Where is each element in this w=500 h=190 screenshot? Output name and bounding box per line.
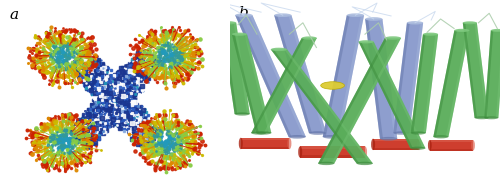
Polygon shape — [373, 139, 419, 141]
Polygon shape — [250, 15, 306, 137]
Polygon shape — [300, 146, 365, 149]
Polygon shape — [221, 23, 238, 114]
Polygon shape — [380, 19, 398, 139]
Ellipse shape — [417, 139, 421, 150]
Ellipse shape — [423, 33, 438, 36]
Polygon shape — [410, 34, 438, 133]
Ellipse shape — [256, 131, 272, 135]
Polygon shape — [244, 34, 272, 133]
Ellipse shape — [356, 162, 373, 165]
Polygon shape — [484, 30, 494, 118]
Polygon shape — [271, 49, 360, 163]
Polygon shape — [232, 34, 272, 133]
Polygon shape — [235, 15, 306, 137]
Polygon shape — [274, 15, 312, 133]
Polygon shape — [406, 23, 423, 133]
Text: a: a — [9, 8, 18, 22]
Polygon shape — [288, 15, 326, 133]
Polygon shape — [274, 15, 326, 133]
Ellipse shape — [363, 146, 367, 158]
Ellipse shape — [309, 131, 326, 135]
Ellipse shape — [371, 139, 375, 150]
Ellipse shape — [365, 17, 382, 21]
Ellipse shape — [288, 135, 306, 139]
Polygon shape — [241, 138, 290, 149]
Polygon shape — [322, 15, 350, 137]
Polygon shape — [264, 38, 317, 133]
Polygon shape — [430, 149, 473, 151]
Ellipse shape — [221, 21, 236, 24]
Ellipse shape — [288, 138, 292, 149]
Ellipse shape — [428, 140, 432, 151]
Polygon shape — [434, 30, 457, 137]
Text: b: b — [238, 6, 248, 20]
Polygon shape — [358, 42, 426, 148]
Polygon shape — [463, 23, 477, 118]
Ellipse shape — [271, 48, 287, 51]
Polygon shape — [463, 23, 488, 118]
Polygon shape — [251, 38, 317, 133]
Polygon shape — [337, 15, 364, 137]
Ellipse shape — [318, 162, 334, 165]
Polygon shape — [318, 38, 401, 163]
Ellipse shape — [454, 29, 469, 32]
Ellipse shape — [463, 21, 477, 24]
Polygon shape — [484, 30, 500, 118]
Ellipse shape — [471, 140, 475, 151]
Ellipse shape — [302, 36, 317, 40]
Ellipse shape — [380, 137, 398, 141]
Polygon shape — [430, 140, 473, 151]
Polygon shape — [234, 23, 250, 114]
Polygon shape — [358, 42, 413, 148]
Polygon shape — [423, 34, 438, 133]
Polygon shape — [241, 138, 290, 140]
Polygon shape — [373, 139, 419, 150]
Ellipse shape — [410, 147, 426, 150]
Polygon shape — [394, 23, 423, 133]
Polygon shape — [241, 147, 290, 149]
Ellipse shape — [251, 131, 266, 135]
Polygon shape — [322, 15, 364, 137]
Polygon shape — [373, 148, 419, 150]
Ellipse shape — [298, 146, 302, 158]
Polygon shape — [365, 19, 383, 139]
Ellipse shape — [410, 131, 426, 135]
Ellipse shape — [358, 40, 374, 43]
Polygon shape — [496, 30, 500, 118]
Polygon shape — [235, 15, 292, 137]
Polygon shape — [410, 34, 426, 133]
Ellipse shape — [385, 36, 401, 40]
Polygon shape — [332, 38, 401, 163]
Polygon shape — [365, 19, 398, 139]
Ellipse shape — [474, 116, 488, 119]
Polygon shape — [430, 140, 473, 142]
Polygon shape — [300, 146, 365, 158]
Ellipse shape — [320, 82, 344, 89]
Polygon shape — [371, 42, 426, 148]
Ellipse shape — [484, 116, 498, 119]
Ellipse shape — [347, 13, 364, 17]
Polygon shape — [394, 23, 410, 133]
Polygon shape — [446, 30, 469, 137]
Polygon shape — [221, 23, 250, 114]
Ellipse shape — [235, 13, 252, 17]
Polygon shape — [271, 49, 373, 163]
Polygon shape — [284, 49, 373, 163]
Ellipse shape — [434, 135, 448, 138]
Polygon shape — [318, 38, 388, 163]
Ellipse shape — [232, 33, 247, 36]
Polygon shape — [434, 30, 470, 137]
Ellipse shape — [234, 112, 250, 116]
Ellipse shape — [491, 29, 500, 32]
Ellipse shape — [239, 138, 243, 149]
Ellipse shape — [322, 135, 340, 139]
Polygon shape — [300, 155, 365, 158]
Polygon shape — [474, 23, 488, 118]
Ellipse shape — [407, 21, 423, 25]
Polygon shape — [251, 38, 304, 133]
Ellipse shape — [274, 13, 291, 17]
Ellipse shape — [394, 131, 409, 135]
Polygon shape — [232, 34, 259, 133]
